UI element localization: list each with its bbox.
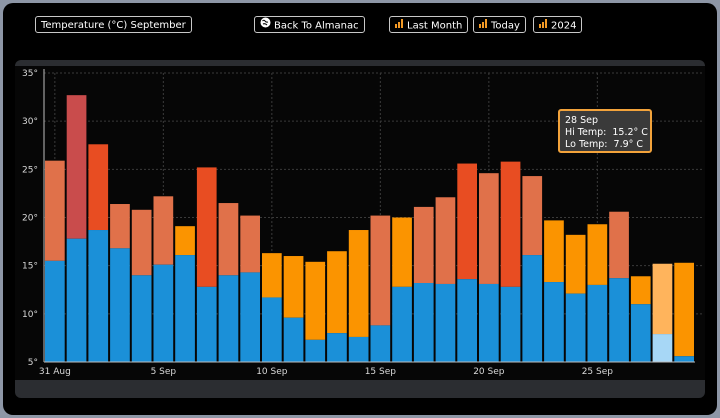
low-temp-bar[interactable] (66, 238, 87, 362)
low-temp-bar[interactable] (175, 255, 195, 362)
high-temp-bar[interactable] (435, 197, 456, 284)
high-temp-bar[interactable] (45, 160, 65, 261)
tooltip-hi: Hi Temp: 15.2° C (565, 127, 648, 139)
back-to-almanac-button[interactable]: Back To Almanac (254, 16, 365, 33)
bar-chart-icon (539, 17, 548, 34)
high-temp-bar[interactable] (609, 211, 629, 279)
low-temp-bar[interactable] (240, 272, 260, 362)
y-tick-label: 35° (22, 69, 38, 79)
low-temp-bar[interactable] (544, 282, 564, 362)
high-temp-bar[interactable] (240, 215, 260, 273)
bar-chart-icon (395, 17, 404, 34)
high-temp-bar[interactable] (348, 230, 369, 337)
high-temp-bar[interactable] (652, 263, 673, 335)
tooltip: 28 Sep Hi Temp: 15.2° C Lo Temp: 7.9° C (558, 109, 652, 153)
low-temp-bar[interactable] (674, 356, 694, 362)
chart-title-button[interactable]: Temperature (°C) September (35, 16, 192, 33)
low-temp-bar[interactable] (327, 333, 347, 362)
x-tick-label: 10 Sep (256, 367, 288, 377)
high-temp-bar[interactable] (522, 176, 543, 256)
high-temp-bar[interactable] (153, 196, 174, 265)
high-temp-bar[interactable] (131, 209, 152, 276)
x-tick-label: 20 Sep (473, 367, 505, 377)
low-temp-bar[interactable] (262, 297, 282, 362)
today-label: Today (491, 20, 520, 32)
y-tick-label: 5° (28, 358, 38, 368)
high-temp-bar[interactable] (565, 234, 586, 294)
x-tick-label: 5 Sep (151, 367, 177, 377)
back-to-almanac-label: Back To Almanac (274, 20, 359, 32)
bar-chart-icon (479, 17, 488, 34)
tooltip-hi-value: 15.2° C (612, 127, 648, 138)
y-tick-label: 30° (22, 117, 38, 127)
low-temp-bar[interactable] (88, 230, 109, 362)
tooltip-lo: Lo Temp: 7.9° C (565, 139, 645, 151)
x-tick-label: 25 Sep (582, 367, 614, 377)
x-tick-label: 31 Aug (39, 367, 71, 377)
high-temp-bar[interactable] (413, 206, 434, 284)
tooltip-lo-value: 7.9° C (613, 139, 644, 150)
high-temp-bar[interactable] (262, 253, 282, 298)
high-temp-bar[interactable] (196, 167, 217, 287)
tooltip-date: 28 Sep (565, 115, 599, 126)
low-temp-bar[interactable] (218, 275, 239, 362)
low-temp-bar[interactable] (413, 283, 434, 362)
low-temp-bar[interactable] (652, 334, 673, 362)
high-temp-bar[interactable] (392, 217, 412, 287)
low-temp-bar[interactable] (131, 275, 152, 362)
low-temp-bar[interactable] (435, 283, 456, 362)
high-temp-bar[interactable] (110, 204, 130, 249)
high-temp-bar[interactable] (327, 251, 347, 334)
tooltip-lo-label: Lo Temp: (565, 139, 608, 150)
low-temp-bar[interactable] (283, 317, 304, 362)
low-temp-bar[interactable] (479, 283, 499, 362)
high-temp-bar[interactable] (587, 224, 608, 285)
high-temp-bar[interactable] (175, 226, 195, 256)
high-temp-bar[interactable] (630, 276, 651, 305)
low-temp-bar[interactable] (196, 286, 217, 362)
high-temp-bar[interactable] (283, 256, 304, 318)
high-temp-bar[interactable] (370, 215, 391, 326)
year-button[interactable]: 2024 (533, 16, 583, 34)
high-temp-bar[interactable] (88, 144, 109, 231)
low-temp-bar[interactable] (110, 248, 130, 362)
tooltip-hi-label: Hi Temp: (565, 127, 607, 138)
y-tick-label: 25° (22, 165, 38, 175)
low-temp-bar[interactable] (630, 304, 651, 362)
today-button[interactable]: Today (473, 16, 526, 33)
low-temp-bar[interactable] (305, 339, 326, 362)
low-temp-bar[interactable] (500, 286, 521, 362)
high-temp-bar[interactable] (479, 173, 499, 284)
globe-icon (260, 17, 271, 34)
high-temp-bar[interactable] (218, 203, 239, 276)
low-temp-bar[interactable] (153, 264, 174, 362)
high-temp-bar[interactable] (305, 261, 326, 340)
low-temp-bar[interactable] (45, 260, 65, 362)
high-temp-bar[interactable] (66, 95, 87, 239)
chart-title-label: Temperature (°C) September (41, 20, 186, 31)
low-temp-bar[interactable] (370, 325, 391, 362)
y-tick-label: 10° (22, 310, 38, 320)
low-temp-bar[interactable] (565, 293, 586, 362)
last-month-button[interactable]: Last Month (389, 16, 469, 34)
low-temp-bar[interactable] (609, 278, 629, 362)
low-temp-bar[interactable] (587, 284, 608, 362)
high-temp-bar[interactable] (457, 163, 477, 280)
high-temp-bar[interactable] (544, 220, 564, 283)
high-temp-bar[interactable] (500, 161, 521, 287)
x-tick-label: 15 Sep (365, 367, 397, 377)
low-temp-bar[interactable] (348, 336, 369, 362)
y-tick-label: 15° (22, 262, 38, 272)
low-temp-bar[interactable] (522, 255, 543, 362)
high-temp-bar[interactable] (674, 262, 694, 357)
low-temp-bar[interactable] (392, 286, 412, 362)
year-label: 2024 (551, 20, 577, 32)
last-month-label: Last Month (407, 20, 463, 32)
low-temp-bar[interactable] (457, 279, 477, 362)
y-tick-label: 20° (22, 214, 38, 224)
